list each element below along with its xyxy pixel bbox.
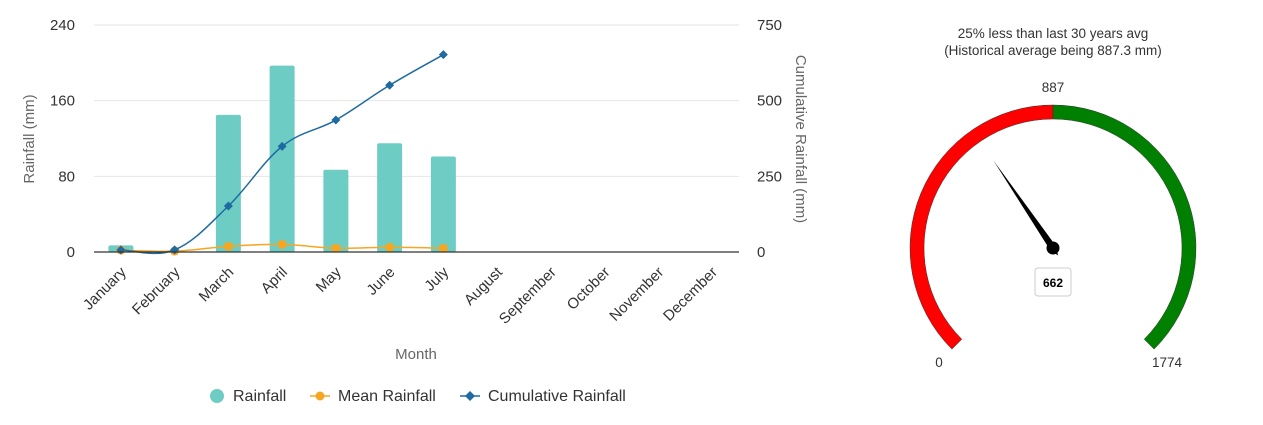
- cumulative-rainfall-point[interactable]: [438, 50, 448, 60]
- gauge-band: [1052, 104, 1197, 350]
- legend-item-rainfall[interactable]: Rainfall: [210, 388, 286, 405]
- y2-axis-title: Cumulative Rainfall (mm): [792, 55, 809, 223]
- grid-lines: [94, 24, 739, 177]
- mean-rainfall-point[interactable]: [385, 242, 395, 252]
- gauge-pivot: [1046, 241, 1060, 255]
- mean-rainfall-series: [116, 239, 448, 256]
- y-tick-label: 240: [50, 17, 75, 34]
- legend-mean-label: Mean Rainfall: [338, 388, 436, 405]
- y2-tick-label: 500: [757, 93, 782, 110]
- gauge-mid-label: 887: [1042, 80, 1065, 95]
- legend-item-cumulative-rainfall[interactable]: Cumulative Rainfall: [460, 388, 626, 405]
- x-tick-label: February: [129, 263, 184, 318]
- mean-rainfall-point[interactable]: [331, 243, 341, 253]
- gauge-min-label: 0: [935, 355, 943, 370]
- gauge-subtitle-line2: (Historical average being 887.3 mm): [944, 43, 1162, 58]
- legend-item-mean-rainfall[interactable]: Mean Rainfall: [310, 388, 436, 405]
- gauge-subtitle-line1: 25% less than last 30 years avg: [958, 26, 1149, 41]
- rainfall-bar[interactable]: [323, 169, 349, 252]
- y2-tick-label: 250: [757, 168, 782, 185]
- gauge-band: [909, 104, 1054, 350]
- x-tick-label: March: [196, 264, 237, 305]
- x-tick-label: October: [564, 264, 614, 314]
- cumulative-rainfall-point[interactable]: [223, 201, 233, 211]
- mean-rainfall-point[interactable]: [438, 243, 448, 253]
- x-tick-label: July: [421, 263, 452, 294]
- legend-mean-marker: [315, 391, 325, 401]
- x-tick-label: June: [363, 264, 398, 299]
- x-tick-label: December: [660, 264, 721, 325]
- rainfall-bars: [108, 65, 456, 253]
- x-tick-label: August: [461, 263, 507, 309]
- gauge-value-box: [1034, 267, 1072, 297]
- legend-rainfall-marker: [210, 389, 224, 403]
- cumulative-rainfall-point[interactable]: [277, 141, 287, 151]
- gauge-max-label: 1774: [1152, 355, 1183, 370]
- legend: Rainfall Mean Rainfall Cumulative Rainfa…: [210, 388, 626, 405]
- x-axis-title: Month: [395, 346, 437, 363]
- y2-axis-ticks: 0 250 500 750: [757, 17, 782, 261]
- legend-rainfall-label: Rainfall: [233, 388, 286, 405]
- y-axis-ticks: 0 80 160 240: [50, 17, 75, 261]
- y-axis-title: Rainfall (mm): [21, 94, 38, 183]
- gauge-needle: [993, 160, 1059, 256]
- cumulative-rainfall-series: [116, 50, 448, 255]
- y-tick-label: 0: [67, 244, 75, 261]
- mean-rainfall-point[interactable]: [223, 241, 233, 251]
- y2-tick-label: 750: [757, 17, 782, 34]
- legend-cumulative-marker: [465, 391, 475, 401]
- x-tick-label: September: [496, 264, 560, 328]
- y-tick-label: 160: [50, 93, 75, 110]
- mean-rainfall-point[interactable]: [277, 239, 287, 249]
- y-tick-label: 80: [58, 168, 75, 185]
- x-tick-label: May: [313, 263, 345, 295]
- x-tick-label: November: [606, 264, 667, 325]
- rainfall-bar[interactable]: [215, 114, 241, 253]
- gauge-bands: [909, 104, 1197, 350]
- x-axis-ticks: January February March April May June July Augu…: [80, 263, 721, 327]
- y2-tick-label: 0: [757, 244, 765, 261]
- rainfall-combo-chart: 0 80 160 240 0 250 500 750 January February Marc…: [21, 17, 809, 405]
- rainfall-bar[interactable]: [377, 143, 403, 252]
- cumulative-rainfall-point[interactable]: [385, 80, 395, 90]
- gauge-value-label: 662: [1043, 276, 1063, 290]
- legend-cumulative-label: Cumulative Rainfall: [488, 388, 626, 405]
- x-tick-label: April: [258, 264, 291, 297]
- rainfall-bar[interactable]: [269, 65, 295, 252]
- rainfall-bar[interactable]: [430, 156, 456, 252]
- cumulative-rainfall-point[interactable]: [331, 115, 341, 125]
- rainfall-gauge-chart: 25% less than last 30 years avg (Histori…: [909, 26, 1197, 370]
- x-tick-label: January: [80, 263, 130, 313]
